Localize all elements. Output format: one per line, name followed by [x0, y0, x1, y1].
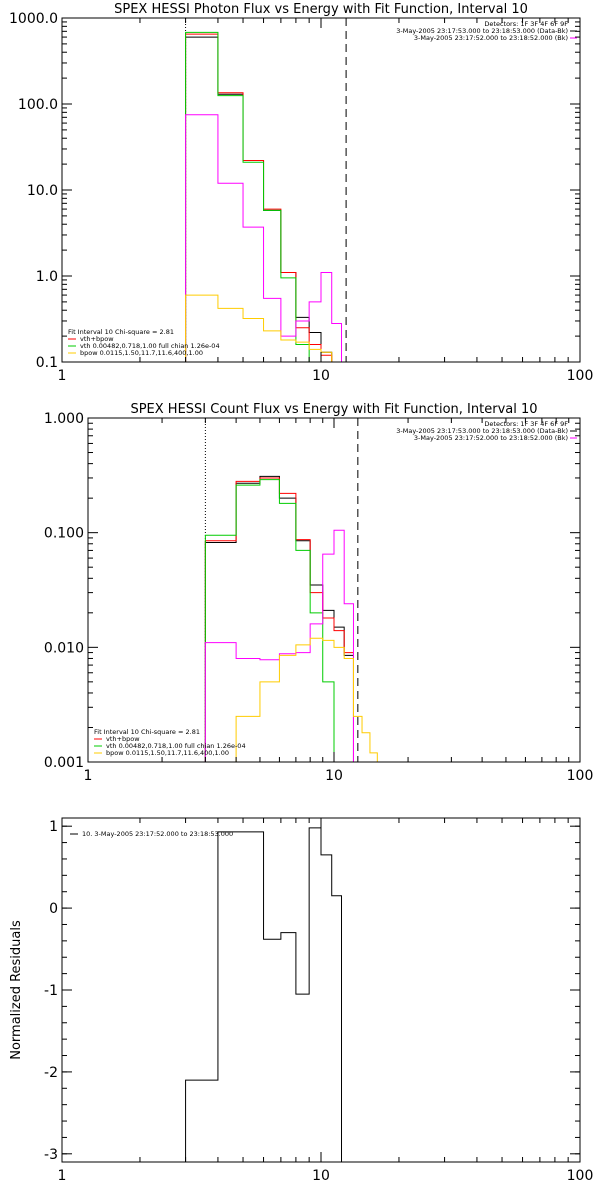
series-vth-line [204, 479, 345, 762]
legend-bottom-entry: vth+bpow [80, 335, 114, 343]
chart-title: SPEX HESSI Count Flux vs Energy with Fit… [130, 402, 537, 417]
legend-bottom-entry: Fit Interval 10 Chi-square = 2.81 [94, 728, 200, 736]
y-tick-label: -3 [44, 1147, 58, 1163]
legend-top-entry: 3-May-2005 23:17:52.000 to 23:18:52.000 … [414, 34, 568, 42]
y-tick-label: 0.1 [36, 355, 58, 371]
legend-top-entry: Detectors: 1F 3F 4F 6F 9F [484, 420, 568, 428]
y-tick-label: 1.0 [36, 269, 58, 285]
chart-panel-3: Normalized Residuals 1 10 100 -3 -2 -1 0 1 10. 3-… [9, 817, 594, 1184]
x-tick-label: 100 [567, 368, 594, 384]
legend-top-entry: Detectors: 1F 3F 4F 6F 9F [484, 20, 568, 28]
x-tick-label: 1 [58, 368, 67, 384]
x-tick-label: 1 [84, 768, 93, 784]
legend-bottom-entry: bpow 0.0115,1.50,11.7,11.6,400,1.00 [80, 349, 203, 357]
plot-area [204, 418, 378, 762]
x-tick-label: 1 [58, 1168, 67, 1184]
y-tick-label: 10.0 [27, 183, 58, 199]
legend-top-entry: 3-May-2005 23:17:53.000 to 23:18:53.000 … [396, 427, 568, 435]
x-tick-label: 10 [312, 1168, 330, 1184]
plot-area [185, 827, 343, 1162]
legend-top-entry: 3-May-2005 23:17:53.000 to 23:18:53.000 … [396, 27, 568, 35]
series-total_fit-line [204, 477, 354, 762]
series-bpow-line [235, 637, 378, 762]
x-tick-label: 10 [325, 768, 343, 784]
axes-frame [61, 817, 581, 1163]
series-background-line [204, 529, 354, 762]
legend-bottom-entry: vth+bpow [106, 735, 140, 743]
y-tick-label: -1 [44, 983, 58, 999]
chart-title: SPEX HESSI Photon Flux vs Energy with Fi… [114, 2, 528, 17]
series-bpow-line [185, 294, 342, 362]
series-data-line [204, 475, 354, 762]
series-vth-line [185, 31, 310, 362]
x-tick-label: 100 [567, 768, 594, 784]
y-tick-label: 0.001 [44, 755, 84, 771]
legend-bottom-entry: Fit Interval 10 Chi-square = 2.81 [68, 328, 174, 336]
y-axis-label: Normalized Residuals [9, 920, 24, 1060]
x-tick-label: 100 [567, 1168, 594, 1184]
legend-entry: 10. 3-May-2005 23:17:52.000 to 23:18:53.… [82, 830, 233, 838]
y-tick-label: 1 [49, 819, 58, 835]
legend-bottom-entry: vth 0.00482,0.718,1.00 full chian 1.26e-… [80, 342, 220, 350]
y-tick-label: 0 [49, 901, 58, 917]
chart-panel-1: SPEX HESSI Photon Flux vs Energy with Fi… [9, 2, 593, 384]
axes-frame [61, 17, 581, 363]
legend-top-entry: 3-May-2005 23:17:52.000 to 23:18:52.000 … [414, 434, 568, 442]
legend-bottom-entry: vth 0.00482,0.718,1.00 full chian 1.26e-… [106, 742, 246, 750]
x-tick-label: 10 [312, 368, 330, 384]
y-tick-label: 0.010 [44, 640, 84, 656]
series-data-line [185, 827, 343, 1162]
y-tick-label: -2 [44, 1065, 58, 1081]
plot-area [185, 18, 347, 362]
y-tick-label: 100.0 [18, 97, 58, 113]
chart-panel-2: SPEX HESSI Count Flux vs Energy with Fit… [44, 402, 593, 784]
y-tick-label: 1000.0 [9, 11, 58, 27]
legend-bottom-entry: bpow 0.0115,1.50,11.7,11.6,400,1.00 [106, 749, 229, 757]
series-background-line [185, 114, 343, 362]
y-tick-label: 0.100 [44, 526, 84, 542]
y-tick-label: 1.000 [44, 411, 84, 427]
